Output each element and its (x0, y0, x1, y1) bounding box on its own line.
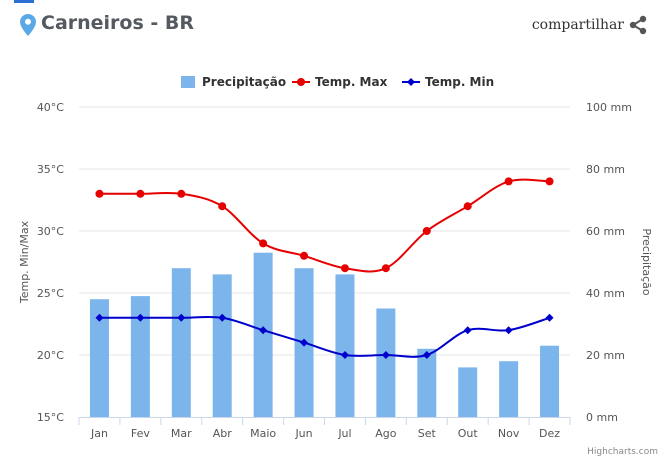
y-right-tick-label: 100 mm (586, 101, 632, 114)
temp-min-point (545, 313, 554, 322)
temp-max-point (340, 264, 349, 273)
x-tick-label: Maio (250, 427, 276, 440)
y-right-tick-label: 60 mm (586, 225, 625, 238)
map-pin-icon (20, 14, 36, 36)
share-button[interactable]: compartilhar (532, 15, 648, 35)
precipitation-bar (376, 308, 396, 417)
share-label: compartilhar (531, 17, 624, 33)
temp-min-point (177, 313, 186, 322)
header: Carneiros - BR compartilhar (0, 0, 672, 50)
x-tick-label: Jul (337, 427, 351, 440)
legend-label: Precipitação (202, 75, 286, 89)
temp-min-point (218, 313, 227, 322)
temp-max-point (300, 251, 309, 260)
x-tick-label: Jun (294, 427, 312, 440)
temp-max-point (504, 177, 513, 186)
temp-max-line (99, 178, 550, 273)
x-tick-label: Ago (375, 427, 397, 440)
y-right-tick-label: 80 mm (586, 163, 625, 176)
precipitation-bar (171, 268, 191, 417)
x-tick-label: Jan (90, 427, 108, 440)
x-tick-label: Fev (131, 427, 150, 440)
legend: Precipitação Temp. Max Temp. Min (181, 75, 494, 89)
chart-credits[interactable]: Highcharts.com (587, 447, 658, 457)
y-left-tick-label: 40°C (37, 101, 64, 114)
precipitation-bar (540, 345, 560, 417)
y-left-tick-label: 30°C (37, 225, 64, 238)
precipitation-bar (458, 367, 478, 417)
temp-max-point (422, 227, 431, 235)
temp-min-point (95, 313, 104, 322)
y-left-tick-label: 25°C (37, 287, 64, 300)
temp-max-point (463, 202, 472, 211)
legend-label: Temp. Max (315, 75, 388, 89)
y-left-tick-label: 20°C (37, 349, 64, 362)
y-right-tick-label: 20 mm (586, 349, 625, 362)
temp-min-point (422, 351, 431, 359)
temp-max-point (136, 189, 145, 198)
temp-min-point (463, 326, 472, 335)
x-tick-label: Dez (539, 427, 560, 440)
page-title: Carneiros - BR (41, 12, 195, 34)
gridlines (79, 106, 570, 356)
top-accent-bar (14, 0, 34, 3)
x-tick-label: Out (458, 427, 479, 440)
legend-swatch-precipitation (181, 76, 195, 88)
legend-marker (407, 78, 415, 86)
precipitation-bar (417, 348, 437, 417)
precipitation-bar (253, 252, 273, 417)
temp-min-point (259, 326, 268, 335)
x-tick-label: Mar (171, 427, 192, 440)
temp-min-point (381, 351, 390, 359)
temp-max-point (545, 177, 554, 186)
temp-min-point (504, 326, 513, 335)
share-icon (629, 15, 647, 35)
y-left-tick-label: 15°C (37, 411, 64, 424)
x-tick-label: Nov (498, 427, 520, 440)
axes: 15°C 0 mm 20°C 20 mm 25°C 40 mm 30°C 60 mm 35°C 8… (18, 101, 653, 440)
precipitation-bars (89, 252, 560, 417)
precipitation-bar (89, 299, 109, 417)
temp-max-point (259, 239, 268, 248)
precipitation-bar (335, 274, 355, 417)
y-left-axis-title: Temp. Min/Max (18, 220, 31, 304)
y-left-tick-label: 35°C (37, 163, 64, 176)
legend-label: Temp. Min (425, 75, 494, 89)
temp-max-point (218, 202, 227, 211)
temp-min-point (136, 313, 145, 322)
legend-marker (297, 78, 305, 86)
temp-min-line (99, 315, 550, 358)
temp-min-point (340, 351, 349, 359)
x-tick-label: Abr (213, 427, 233, 440)
x-tick-label: Set (418, 427, 437, 440)
temp-min-point (300, 338, 309, 347)
precipitation-bar (212, 274, 232, 417)
temp-max-point (381, 264, 390, 273)
precipitation-bar (499, 361, 519, 417)
temperature-lines (95, 177, 554, 359)
y-right-tick-label: 0 mm (586, 411, 618, 424)
precipitation-bar (130, 296, 150, 417)
y-right-tick-label: 40 mm (586, 287, 625, 300)
temp-max-point (95, 189, 104, 198)
temp-max-point (177, 189, 186, 198)
y-right-axis-title: Precipitação (640, 228, 653, 295)
